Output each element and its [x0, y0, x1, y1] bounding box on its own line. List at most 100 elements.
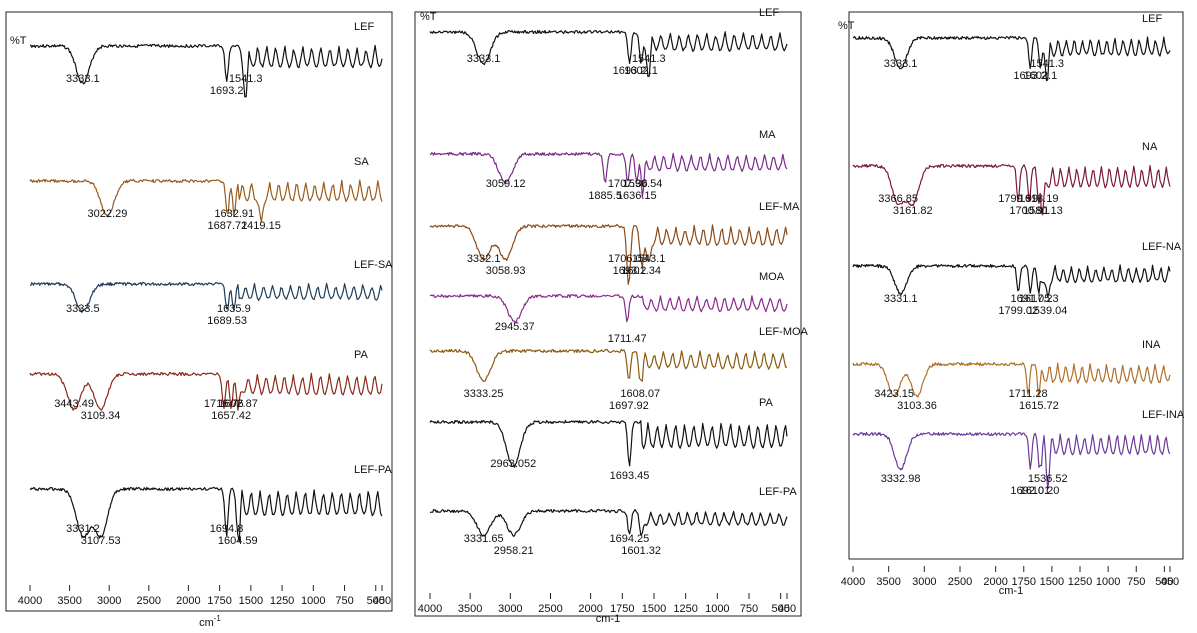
peak-label: 1716.76: [204, 398, 244, 410]
series-name-label: LEF-NA: [1142, 241, 1182, 253]
x-tick-label: 1500: [642, 603, 666, 615]
peak-label: 1706.03: [608, 253, 648, 265]
peak-label: 1602.87: [218, 398, 258, 410]
x-tick-label: 2000: [983, 576, 1007, 588]
peak-label: 3059.12: [486, 178, 526, 190]
x-tick-label: 4000: [418, 603, 442, 615]
x-tick-label: 4000: [841, 576, 865, 588]
x-tick-label: 2500: [137, 595, 161, 607]
peak-label: 1635.9: [217, 303, 251, 315]
peak-label: 1707.36: [608, 178, 648, 190]
x-axis-label: cm-1: [199, 614, 221, 629]
peak-label: 1693.2: [613, 265, 647, 277]
peak-label: 3443.49: [54, 398, 94, 410]
panel-frame: [848, 11, 1184, 560]
spectrum-line: [429, 348, 787, 382]
spectrum-line: [852, 163, 1171, 216]
peak-label: 1693.2: [1013, 70, 1047, 82]
x-tick-label: 450: [1161, 576, 1179, 588]
peak-label: 1799.02: [998, 305, 1038, 317]
x-tick-label: 1500: [239, 595, 263, 607]
peak-label: 2963.052: [490, 458, 536, 470]
series-name-label: MA: [759, 129, 776, 141]
spectrum-line: [429, 293, 788, 324]
x-tick-label: 750: [1127, 576, 1145, 588]
chart-panel-2: %T 4000 3500 3000 2500 2000 1750 1500 1250 1000 75…: [414, 7, 809, 625]
x-tick-label: 1750: [1012, 576, 1036, 588]
x-tick-label: 750: [335, 595, 353, 607]
peak-label: 1694.8: [210, 523, 244, 535]
peak-label: 3058.93: [486, 265, 526, 277]
series-name-label: LEF-PA: [354, 464, 392, 476]
peak-label: 1687.72: [208, 220, 248, 232]
peak-label: 1694.25: [609, 533, 649, 545]
peak-label: 1799.99: [998, 193, 1038, 205]
spectrum-line: [429, 29, 788, 78]
peak-label: 3103.36: [897, 400, 937, 412]
series-name-label: SA: [354, 156, 369, 168]
x-tick-label: 1000: [301, 595, 325, 607]
peak-label: 3161.82: [893, 205, 933, 217]
series-name-label: LEF: [1142, 13, 1162, 25]
x-tick-label: 2500: [948, 576, 972, 588]
spectrum-line: [29, 281, 383, 313]
peak-label: 1692.01: [1010, 485, 1050, 497]
spectrum-line: [429, 151, 788, 198]
series-name-label: LEF-SA: [354, 259, 393, 271]
peak-label: 3331.2: [66, 523, 100, 535]
peak-label: 1580.13: [1023, 205, 1063, 217]
x-tick-label: 2000: [578, 603, 602, 615]
x-axis-label: cm-1: [999, 585, 1023, 597]
x-tick-label: 2000: [176, 595, 200, 607]
peak-label: 3332.98: [881, 473, 921, 485]
series-name-label: LEF-PA: [759, 486, 797, 498]
peak-label: 3333.1: [66, 73, 100, 85]
peak-label: 1632.91: [214, 208, 254, 220]
peak-label: 1697.92: [609, 400, 649, 412]
peak-label: 3423.15: [874, 388, 914, 400]
x-tick-label: 500: [771, 603, 789, 615]
spectrum-line: [429, 224, 788, 285]
x-tick-label: 3500: [57, 595, 81, 607]
peak-label: 1689.53: [207, 315, 247, 327]
peak-label: 1610.20: [1020, 485, 1060, 497]
x-tick-label: 1250: [1068, 576, 1092, 588]
x-tick-label: 450: [373, 595, 391, 607]
peak-label: 1541.3: [632, 53, 666, 65]
peak-label: 3366.85: [878, 193, 918, 205]
peak-label: 1539.04: [1028, 305, 1068, 317]
x-tick-label: 1250: [673, 603, 697, 615]
peak-label: 1601.32: [621, 545, 661, 557]
x-tick-label: 3000: [912, 576, 936, 588]
peak-label: 3333.25: [464, 388, 504, 400]
peak-label: 3109.34: [81, 410, 121, 422]
chart-panel-1: %T 4000 3500 3000 2500 2000 1750 1500 1250 1000 75…: [5, 11, 393, 629]
x-tick-label: 1750: [207, 595, 231, 607]
x-tick-label: 3000: [498, 603, 522, 615]
series-name-label: LEF-MA: [759, 201, 800, 213]
series-name-label: NA: [1142, 141, 1158, 153]
peak-label: 2958.21: [494, 545, 534, 557]
x-tick-label: 3500: [458, 603, 482, 615]
peak-label: 1602.1: [624, 65, 658, 77]
spectrum-line: [29, 178, 383, 223]
x-tick-label: 1000: [705, 603, 729, 615]
peak-label: 1604.59: [218, 535, 258, 547]
peak-label: 3107.53: [81, 535, 121, 547]
peak-label: 1617.23: [1019, 293, 1059, 305]
peak-label: 1541.3: [1030, 58, 1064, 70]
series-pa: PA 2963.052 1693.45: [429, 397, 788, 482]
spectrum-line: [29, 371, 383, 411]
peak-label: 1711.28: [1009, 388, 1048, 400]
y-axis-label: %T: [420, 11, 437, 23]
spectrum-line: [429, 419, 788, 468]
